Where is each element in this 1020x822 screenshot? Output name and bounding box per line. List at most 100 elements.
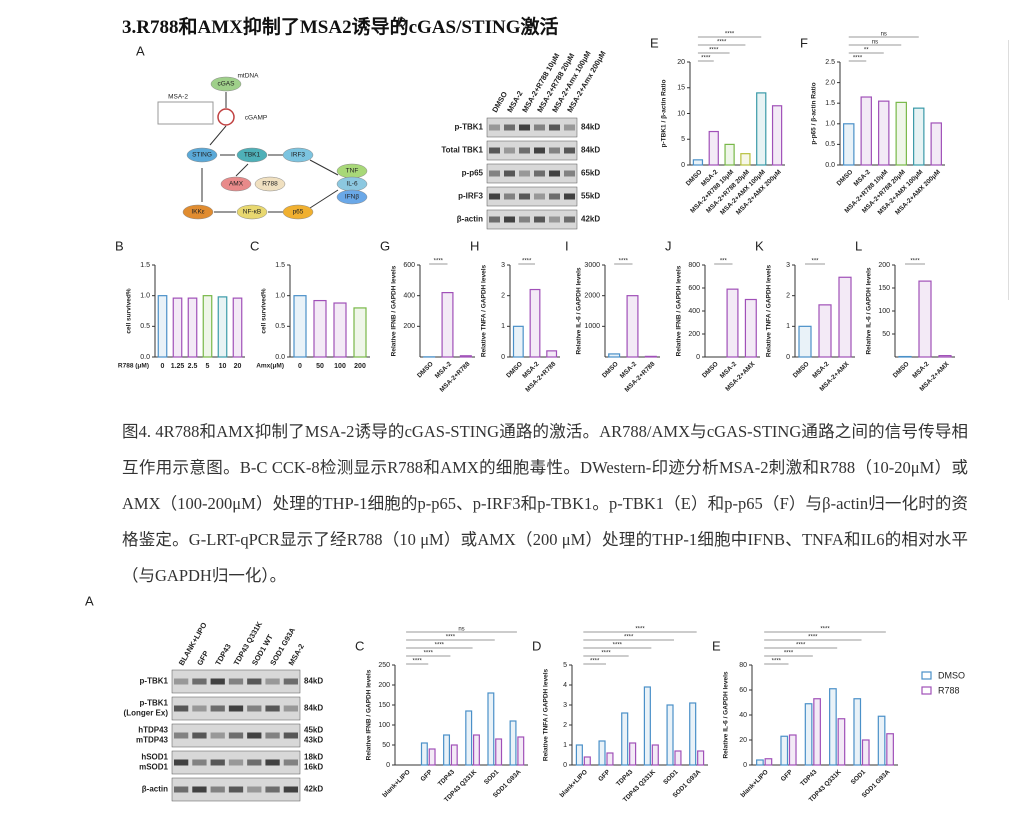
bar (608, 353, 621, 358)
label: 1 (786, 323, 790, 330)
label: AMX (229, 181, 244, 188)
label: 0 (696, 354, 700, 361)
label: GFP (195, 649, 211, 667)
label: **** (613, 643, 623, 649)
label: R788 (μM) (118, 363, 149, 370)
band (534, 170, 545, 177)
bar (333, 302, 347, 358)
bar (629, 742, 637, 766)
band (192, 759, 207, 766)
label: p-TBK1 (140, 677, 169, 686)
bar (643, 686, 651, 766)
label: Relative IFNB / GAPDH levels (391, 265, 398, 356)
label: Relative IFNB / GAPDH levels (676, 265, 683, 356)
arrow (309, 159, 339, 176)
band (174, 678, 189, 685)
label: 1000 (584, 323, 600, 330)
label: blank+LIPO (739, 769, 769, 799)
label: 0 (161, 363, 165, 370)
label: 5 (681, 136, 685, 143)
band (247, 786, 262, 793)
band (265, 759, 280, 766)
label: **** (701, 56, 711, 62)
bar (818, 304, 832, 358)
node (282, 204, 314, 220)
label: SOD1 (483, 768, 501, 786)
label: Relative IL-6 / GAPDH levels (866, 267, 873, 354)
band (174, 705, 189, 712)
band (489, 216, 500, 223)
label: 800 (688, 262, 700, 269)
node (186, 147, 218, 163)
label: 2.5 (188, 363, 198, 370)
band (564, 193, 575, 200)
node (236, 204, 268, 220)
blot-strip (486, 140, 578, 161)
label: 2 (501, 293, 505, 300)
label: **** (820, 627, 830, 633)
label: 0 (681, 162, 685, 169)
label: β-actin (457, 215, 483, 224)
node (254, 176, 286, 192)
band (519, 216, 530, 223)
label: hSOD1 (141, 753, 168, 762)
bar (930, 122, 942, 166)
band (504, 147, 515, 154)
label: MSA-2+R788 (524, 360, 557, 393)
label: F (800, 35, 808, 50)
label: IRF3 (291, 152, 305, 159)
blot-strip (171, 750, 301, 775)
bar (666, 704, 674, 766)
band (283, 732, 298, 739)
label: 84kD (581, 123, 600, 132)
band (534, 147, 545, 154)
bar (860, 96, 872, 166)
label: **** (784, 651, 794, 657)
label: 20 (234, 363, 242, 370)
bar (798, 325, 812, 358)
bar (202, 295, 213, 358)
label: E (650, 35, 659, 50)
label: 5 (206, 363, 210, 370)
label: 55kD (581, 192, 600, 201)
band (174, 732, 189, 739)
label: TDP43 (213, 642, 232, 667)
label: 0.5 (825, 141, 835, 148)
bar (353, 307, 367, 358)
label: L (855, 238, 862, 253)
molecule-box (157, 101, 214, 125)
band (489, 193, 500, 200)
label: 40 (739, 712, 747, 719)
bar (913, 107, 925, 166)
label: 1 (501, 323, 505, 330)
label: DMSO (416, 361, 435, 380)
band (504, 124, 515, 131)
band (549, 216, 560, 223)
label: cGAMP (245, 115, 267, 122)
bar (829, 688, 837, 766)
band (283, 759, 298, 766)
label: 1.25 (171, 363, 185, 370)
label: cell survived% (126, 288, 133, 333)
bar (918, 280, 932, 358)
label: 2.5 (825, 59, 835, 66)
node (282, 147, 314, 163)
bar (187, 297, 198, 358)
label: GFP (780, 768, 795, 783)
bar (529, 288, 541, 358)
bar (804, 703, 813, 766)
label: 3 (563, 702, 567, 709)
label: R788 (262, 181, 278, 188)
label: 15 (677, 85, 685, 92)
bar (843, 123, 855, 166)
label: 0 (501, 354, 505, 361)
label: 10 (677, 110, 685, 117)
label: ns (881, 32, 887, 38)
label: SOD1 (662, 768, 680, 786)
label: 3000 (584, 262, 600, 269)
label: 0.0 (275, 354, 285, 361)
label: ns (872, 40, 878, 46)
band (265, 705, 280, 712)
bar (740, 153, 751, 166)
label: 1.5 (825, 100, 835, 107)
